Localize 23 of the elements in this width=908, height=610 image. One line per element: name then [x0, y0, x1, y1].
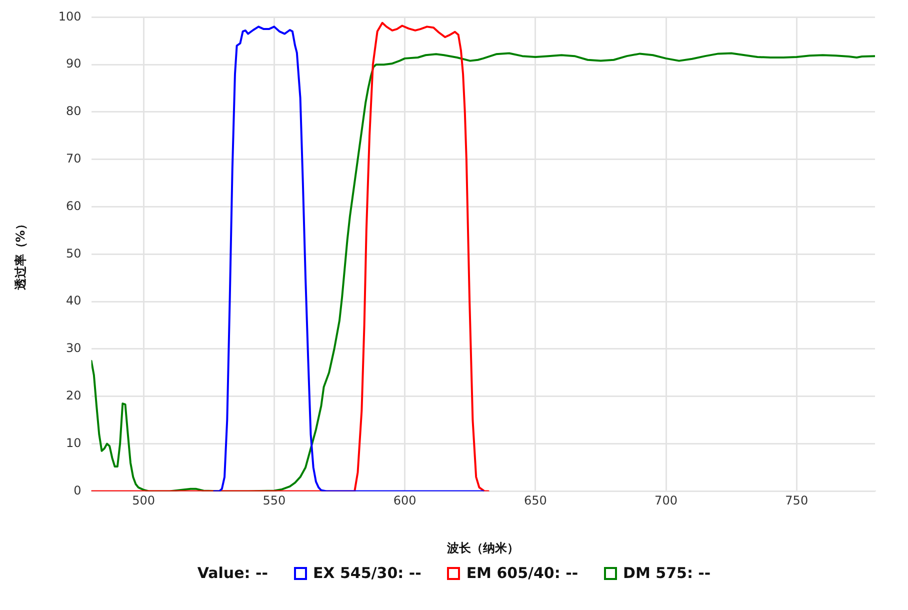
x-tick-label: 750 — [785, 494, 808, 508]
x-tick-label: 650 — [524, 494, 547, 508]
y-tick-label: 90 — [66, 56, 82, 71]
y-tick-label: 30 — [66, 341, 82, 356]
x-axis-title: 波长（纳米） — [446, 540, 520, 555]
legend-label: DM 575: -- — [623, 564, 711, 582]
y-tick-label: 0 — [74, 483, 82, 498]
y-tick-label: 10 — [66, 436, 82, 450]
text: Value: -- — [197, 564, 268, 582]
legend-label: EM 605/40: -- — [466, 564, 578, 582]
y-tick-label: 20 — [66, 388, 82, 403]
x-tick-label: 600 — [393, 494, 416, 508]
y-tick-label: 60 — [66, 198, 82, 213]
legend-label: EX 545/30: -- — [312, 564, 422, 582]
y-tick-label: 80 — [66, 104, 82, 118]
x-tick-label: 700 — [654, 494, 678, 508]
y-axis-title: 透过率（%） — [13, 218, 28, 292]
y-tick-label: 50 — [66, 246, 82, 260]
y-tick-label: 40 — [66, 294, 82, 308]
y-tick-label: 70 — [66, 152, 82, 166]
y-tick-label: 100 — [58, 9, 82, 24]
x-tick-label: 550 — [262, 494, 286, 508]
x-tick-label: 500 — [132, 494, 156, 508]
